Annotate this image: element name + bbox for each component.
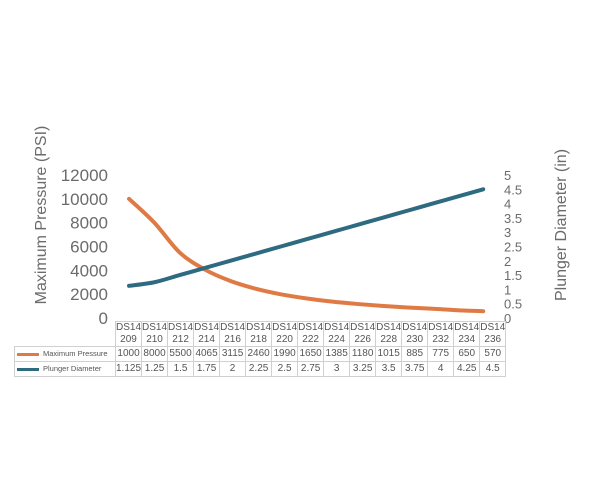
series-lines [127, 187, 486, 314]
left-axis-tick-label: 12000 [61, 166, 108, 185]
data-label: 3.75 [401, 361, 429, 377]
right-axis-title: Plunger Diameter (in) [553, 149, 570, 301]
data-label: 3115 [219, 346, 247, 362]
right-axis-tick-label: 2.5 [504, 240, 522, 255]
data-label: 3 [323, 361, 351, 377]
data-label: 4065 [193, 346, 221, 362]
category-label: DS14 210 [141, 321, 169, 347]
data-label: 2.75 [297, 361, 325, 377]
data-label: 1.5 [167, 361, 195, 377]
data-table: DS14 209 DS14 210 DS14 212 DS14 214 DS14 216 DS14 2… [14, 321, 507, 377]
category-label: DS14 232 [427, 321, 455, 347]
data-label: 885 [401, 346, 429, 362]
right-axis-tick-label: 5 [504, 168, 511, 183]
category-label: DS14 236 [479, 321, 507, 347]
data-label: 3.25 [349, 361, 377, 377]
category-label: DS14 214 [193, 321, 221, 347]
category-label: DS14 218 [245, 321, 273, 347]
left-axis-tick-label: 0 [99, 309, 108, 328]
legend-swatch [17, 352, 39, 356]
legend-entry: Maximum Pressure [14, 346, 116, 362]
category-label: DS14 226 [349, 321, 377, 347]
data-label: 2.5 [271, 361, 299, 377]
data-label: 1.125 [114, 361, 143, 377]
left-axis-tick-label: 6000 [70, 238, 108, 257]
right-axis-tick-label: 0 [504, 311, 511, 326]
data-label: 650 [453, 346, 481, 362]
right-axis-tick-label: 4 [504, 197, 511, 212]
data-label: 570 [479, 346, 507, 362]
legend-label: Plunger Diameter [43, 364, 102, 373]
plunger-diameter-line [127, 187, 486, 288]
legend-swatch [17, 367, 39, 371]
category-label: DS14 209 [114, 321, 143, 347]
right-axis-tick-label: 3 [504, 225, 511, 240]
data-label: 1385 [323, 346, 351, 362]
data-label: 2 [219, 361, 247, 377]
data-label: 1.25 [141, 361, 169, 377]
data-label: 5500 [167, 346, 195, 362]
category-label: DS14 228 [375, 321, 403, 347]
category-label: DS14 220 [271, 321, 299, 347]
category-label: DS14 224 [323, 321, 351, 347]
data-label: 775 [427, 346, 455, 362]
data-label: 4 [427, 361, 455, 377]
legend-entry: Plunger Diameter [14, 361, 116, 377]
category-label: DS14 216 [219, 321, 247, 347]
data-label: 1990 [271, 346, 299, 362]
category-label: DS14 234 [453, 321, 481, 347]
data-label: 1015 [375, 346, 403, 362]
legend-label: Maximum Pressure [43, 349, 108, 358]
data-label: 4.25 [453, 361, 481, 377]
left-axis-title: Maximum Pressure (PSI) [33, 126, 50, 305]
right-axis-tick-label: 1 [504, 282, 511, 297]
data-label: 8000 [141, 346, 169, 362]
data-label: 3.5 [375, 361, 403, 377]
data-label: 1000 [114, 346, 143, 362]
data-label: 4.5 [479, 361, 507, 377]
right-axis-ticks: 00.511.522.533.544.55 [504, 168, 522, 326]
right-axis-tick-label: 1.5 [504, 268, 522, 283]
right-axis-tick-label: 4.5 [504, 182, 522, 197]
category-label: DS14 230 [401, 321, 429, 347]
data-label: 1180 [349, 346, 377, 362]
left-axis-tick-label: 10000 [61, 190, 108, 209]
right-axis-tick-label: 2 [504, 254, 511, 269]
maximum-pressure-line [127, 196, 486, 314]
data-label: 2.25 [245, 361, 273, 377]
right-axis-tick-label: 3.5 [504, 211, 522, 226]
left-axis-ticks: 0 2000 4000 6000 8000 10000 12000 [61, 166, 108, 328]
right-axis-tick-label: 0.5 [504, 297, 522, 312]
data-label: 1.75 [193, 361, 221, 377]
left-axis-tick-label: 4000 [70, 261, 108, 280]
category-label: DS14 222 [297, 321, 325, 347]
left-axis-tick-label: 2000 [70, 285, 108, 304]
left-axis-tick-label: 8000 [70, 214, 108, 233]
data-label: 2460 [245, 346, 273, 362]
category-label: DS14 212 [167, 321, 195, 347]
data-label: 1650 [297, 346, 325, 362]
